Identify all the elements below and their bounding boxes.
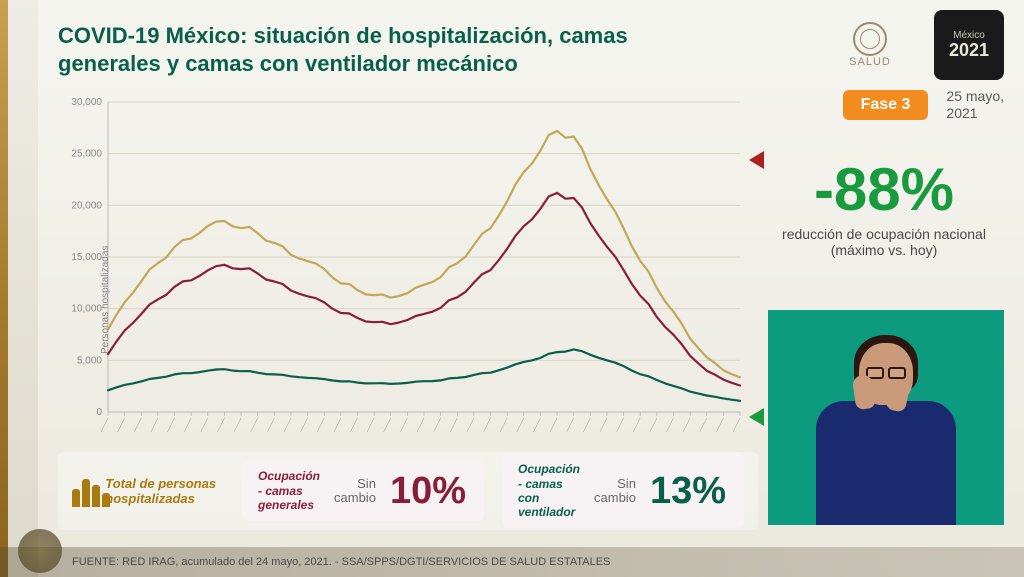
- footer-source: FUENTE: RED IRAG, acumulado del 24 mayo,…: [72, 556, 610, 568]
- svg-text:5,000: 5,000: [77, 355, 102, 366]
- phase-row: Fase 3 25 mayo, 2021: [774, 88, 1004, 122]
- footer: FUENTE: RED IRAG, acumulado del 24 mayo,…: [0, 547, 1024, 577]
- salud-logo-text: SALUD: [849, 56, 891, 68]
- phase-date-line2: 2021: [946, 105, 1004, 122]
- mexico-logo-year: 2021: [949, 41, 989, 59]
- marker-red-triangle-icon: [749, 151, 764, 169]
- interpreter-figure: [806, 325, 966, 525]
- salud-emblem-icon: [853, 22, 887, 56]
- total-legend: Total de personas hospitalizadas: [72, 475, 224, 507]
- total-legend-label: Total de personas hospitalizadas: [105, 476, 224, 506]
- stat-camas-ventilador: Ocupación - camas con ventilador Sin cam…: [502, 454, 744, 528]
- svg-text:10,000: 10,000: [71, 304, 102, 315]
- phase-badge: Fase 3: [843, 90, 929, 120]
- chart-svg: 0 5,000 10,000 15,000 20,000 25,000 30,000: [58, 94, 748, 446]
- mexico-2021-logo: México 2021: [934, 10, 1004, 80]
- phase-date: 25 mayo, 2021: [946, 88, 1004, 122]
- title-block: COVID-19 México: situación de hospitaliz…: [58, 22, 718, 77]
- marker-green-triangle-icon: [749, 408, 764, 426]
- ventilador-sub: Sin cambio: [594, 477, 636, 506]
- svg-text:30,000: 30,000: [71, 97, 102, 108]
- svg-text:20,000: 20,000: [71, 200, 102, 211]
- headline-stat: -88% reducción de ocupación nacional (má…: [764, 160, 1004, 258]
- government-seal-icon: [18, 529, 62, 573]
- phase-date-line1: 25 mayo,: [946, 88, 1004, 105]
- svg-text:25,000: 25,000: [71, 149, 102, 160]
- bottom-stats-panel: Total de personas hospitalizadas Ocupaci…: [58, 452, 758, 530]
- generales-sub: Sin cambio: [334, 477, 376, 506]
- headline-value: -88%: [764, 160, 1004, 220]
- people-icon: [72, 475, 95, 507]
- svg-text:0: 0: [96, 407, 102, 418]
- stat-camas-generales: Ocupación - camas generales Sin cambio 1…: [242, 461, 484, 521]
- ventilador-pct: 13%: [650, 470, 726, 513]
- headline-subtitle: reducción de ocupación nacional (máximo …: [764, 226, 1004, 258]
- svg-text:15,000: 15,000: [71, 252, 102, 263]
- logo-row: SALUD México 2021: [744, 10, 1004, 80]
- page-title: COVID-19 México: situación de hospitaliz…: [58, 22, 718, 77]
- salud-logo: SALUD: [820, 15, 920, 75]
- sign-language-interpreter: [768, 310, 1004, 525]
- left-pattern: [8, 0, 38, 577]
- left-accent-strip: [0, 0, 8, 577]
- ventilador-label: Ocupación - camas con ventilador: [518, 462, 580, 520]
- generales-label: Ocupación - camas generales: [258, 469, 320, 512]
- hospitalization-chart: Personas hospitalizadas 0 5,000 10,000 15,0…: [58, 94, 748, 446]
- generales-pct: 10%: [390, 470, 466, 513]
- chart-ylabel: Personas hospitalizadas: [100, 246, 111, 354]
